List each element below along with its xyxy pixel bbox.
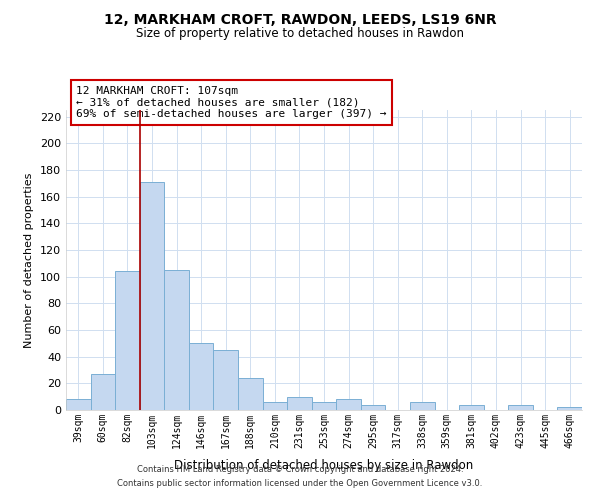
Bar [557,408,582,410]
Bar [312,402,336,410]
Bar [361,404,385,410]
Bar [66,400,91,410]
Bar [263,402,287,410]
Bar [508,404,533,410]
Bar [164,270,189,410]
Bar [238,378,263,410]
Y-axis label: Number of detached properties: Number of detached properties [25,172,34,348]
Bar [410,402,434,410]
Text: 12, MARKHAM CROFT, RAWDON, LEEDS, LS19 6NR: 12, MARKHAM CROFT, RAWDON, LEEDS, LS19 6… [104,12,496,26]
Bar [336,400,361,410]
Bar [287,396,312,410]
X-axis label: Distribution of detached houses by size in Rawdon: Distribution of detached houses by size … [175,459,473,472]
Text: Size of property relative to detached houses in Rawdon: Size of property relative to detached ho… [136,28,464,40]
Text: Contains HM Land Registry data © Crown copyright and database right 2024.
Contai: Contains HM Land Registry data © Crown c… [118,466,482,487]
Bar [140,182,164,410]
Bar [115,272,140,410]
Bar [214,350,238,410]
Bar [189,344,214,410]
Bar [91,374,115,410]
Bar [459,404,484,410]
Text: 12 MARKHAM CROFT: 107sqm
← 31% of detached houses are smaller (182)
69% of semi-: 12 MARKHAM CROFT: 107sqm ← 31% of detach… [76,86,387,119]
